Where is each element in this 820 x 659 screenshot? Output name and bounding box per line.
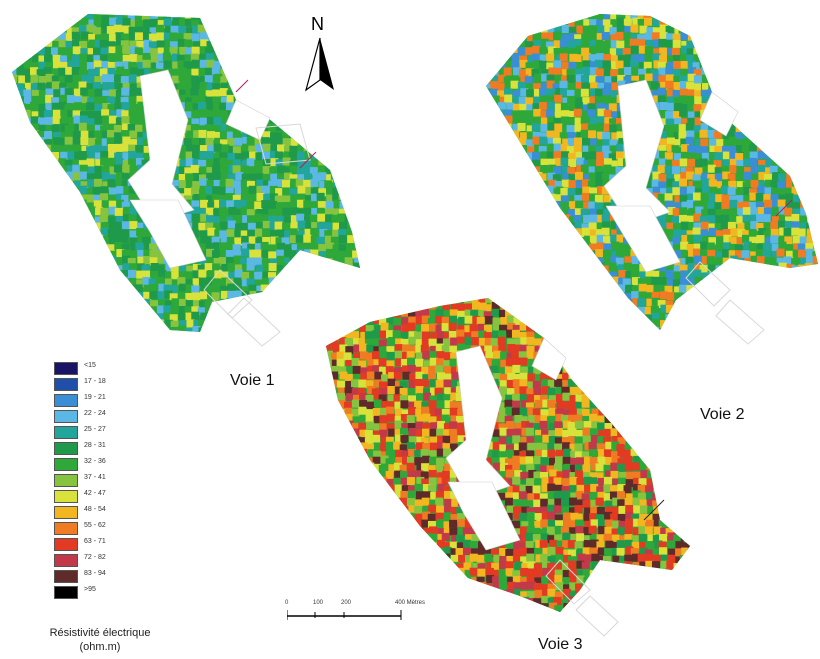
legend-swatch xyxy=(54,362,78,375)
legend-class-label: <15 xyxy=(84,362,96,369)
legend-class-label: 48 - 54 xyxy=(84,506,106,513)
building-outlines xyxy=(203,123,765,637)
map-panel-2 xyxy=(486,14,818,330)
legend-swatch xyxy=(54,378,78,391)
voids-2 xyxy=(603,79,739,273)
scale-bar: 0 100 200 400 Mètres xyxy=(285,600,445,624)
voids-1 xyxy=(127,69,271,269)
legend-title: Résistivité électrique (ohm.m) xyxy=(40,626,160,654)
legend-title-line2: (ohm.m) xyxy=(79,641,121,653)
north-label: N xyxy=(311,14,324,34)
legend-swatch xyxy=(54,474,78,487)
legend-swatch xyxy=(54,522,78,535)
legend-swatch xyxy=(54,394,78,407)
legend-class-label: >95 xyxy=(84,586,96,593)
legend-class-label: 55 - 62 xyxy=(84,522,106,529)
legend-swatch xyxy=(54,538,78,551)
legend-swatch xyxy=(54,554,78,567)
map-panel-3 xyxy=(326,298,690,612)
scale-tick-400: 400 Mètres xyxy=(395,600,426,606)
voids-3 xyxy=(445,337,567,551)
scale-tick-200: 200 xyxy=(341,600,352,606)
legend-class-label: 25 - 27 xyxy=(84,426,106,433)
survey-markers xyxy=(235,79,793,521)
legend-swatch xyxy=(54,490,78,503)
legend-swatch xyxy=(54,586,78,599)
legend-class-label: 37 - 41 xyxy=(84,474,106,481)
legend-title-line1: Résistivité électrique xyxy=(49,627,151,639)
north-arrow-icon xyxy=(304,37,334,92)
legend-swatch xyxy=(54,442,78,455)
legend-class-label: 19 - 21 xyxy=(84,394,106,401)
legend-swatch xyxy=(54,410,78,423)
legend-class-label: 17 - 18 xyxy=(84,378,106,385)
legend-class-label: 28 - 31 xyxy=(84,442,106,449)
legend-swatch xyxy=(54,570,78,583)
legend-class-label: 32 - 36 xyxy=(84,458,106,465)
north-arrow: N xyxy=(300,14,340,94)
panel-label-voie-1: Voie 1 xyxy=(230,372,275,389)
panel-label-voie-3: Voie 3 xyxy=(538,636,583,653)
legend-class-label: 42 - 47 xyxy=(84,490,106,497)
legend-class-label: 63 - 71 xyxy=(84,538,106,545)
scale-bar-graphic xyxy=(287,610,402,620)
legend-swatch xyxy=(54,426,78,439)
legend-class-label: 22 - 24 xyxy=(84,410,106,417)
scale-tick-100: 100 xyxy=(313,600,324,606)
panel-label-voie-2: Voie 2 xyxy=(700,406,745,423)
legend-swatch xyxy=(54,506,78,519)
legend-class-label: 72 - 82 xyxy=(84,554,106,561)
legend: <15 17 - 18 19 - 21 22 - 24 25 - 27 28 - 31 32… xyxy=(40,362,160,654)
legend-swatch xyxy=(54,458,78,471)
legend-class-label: 83 - 94 xyxy=(84,570,106,577)
scale-tick-0: 0 xyxy=(285,600,289,606)
